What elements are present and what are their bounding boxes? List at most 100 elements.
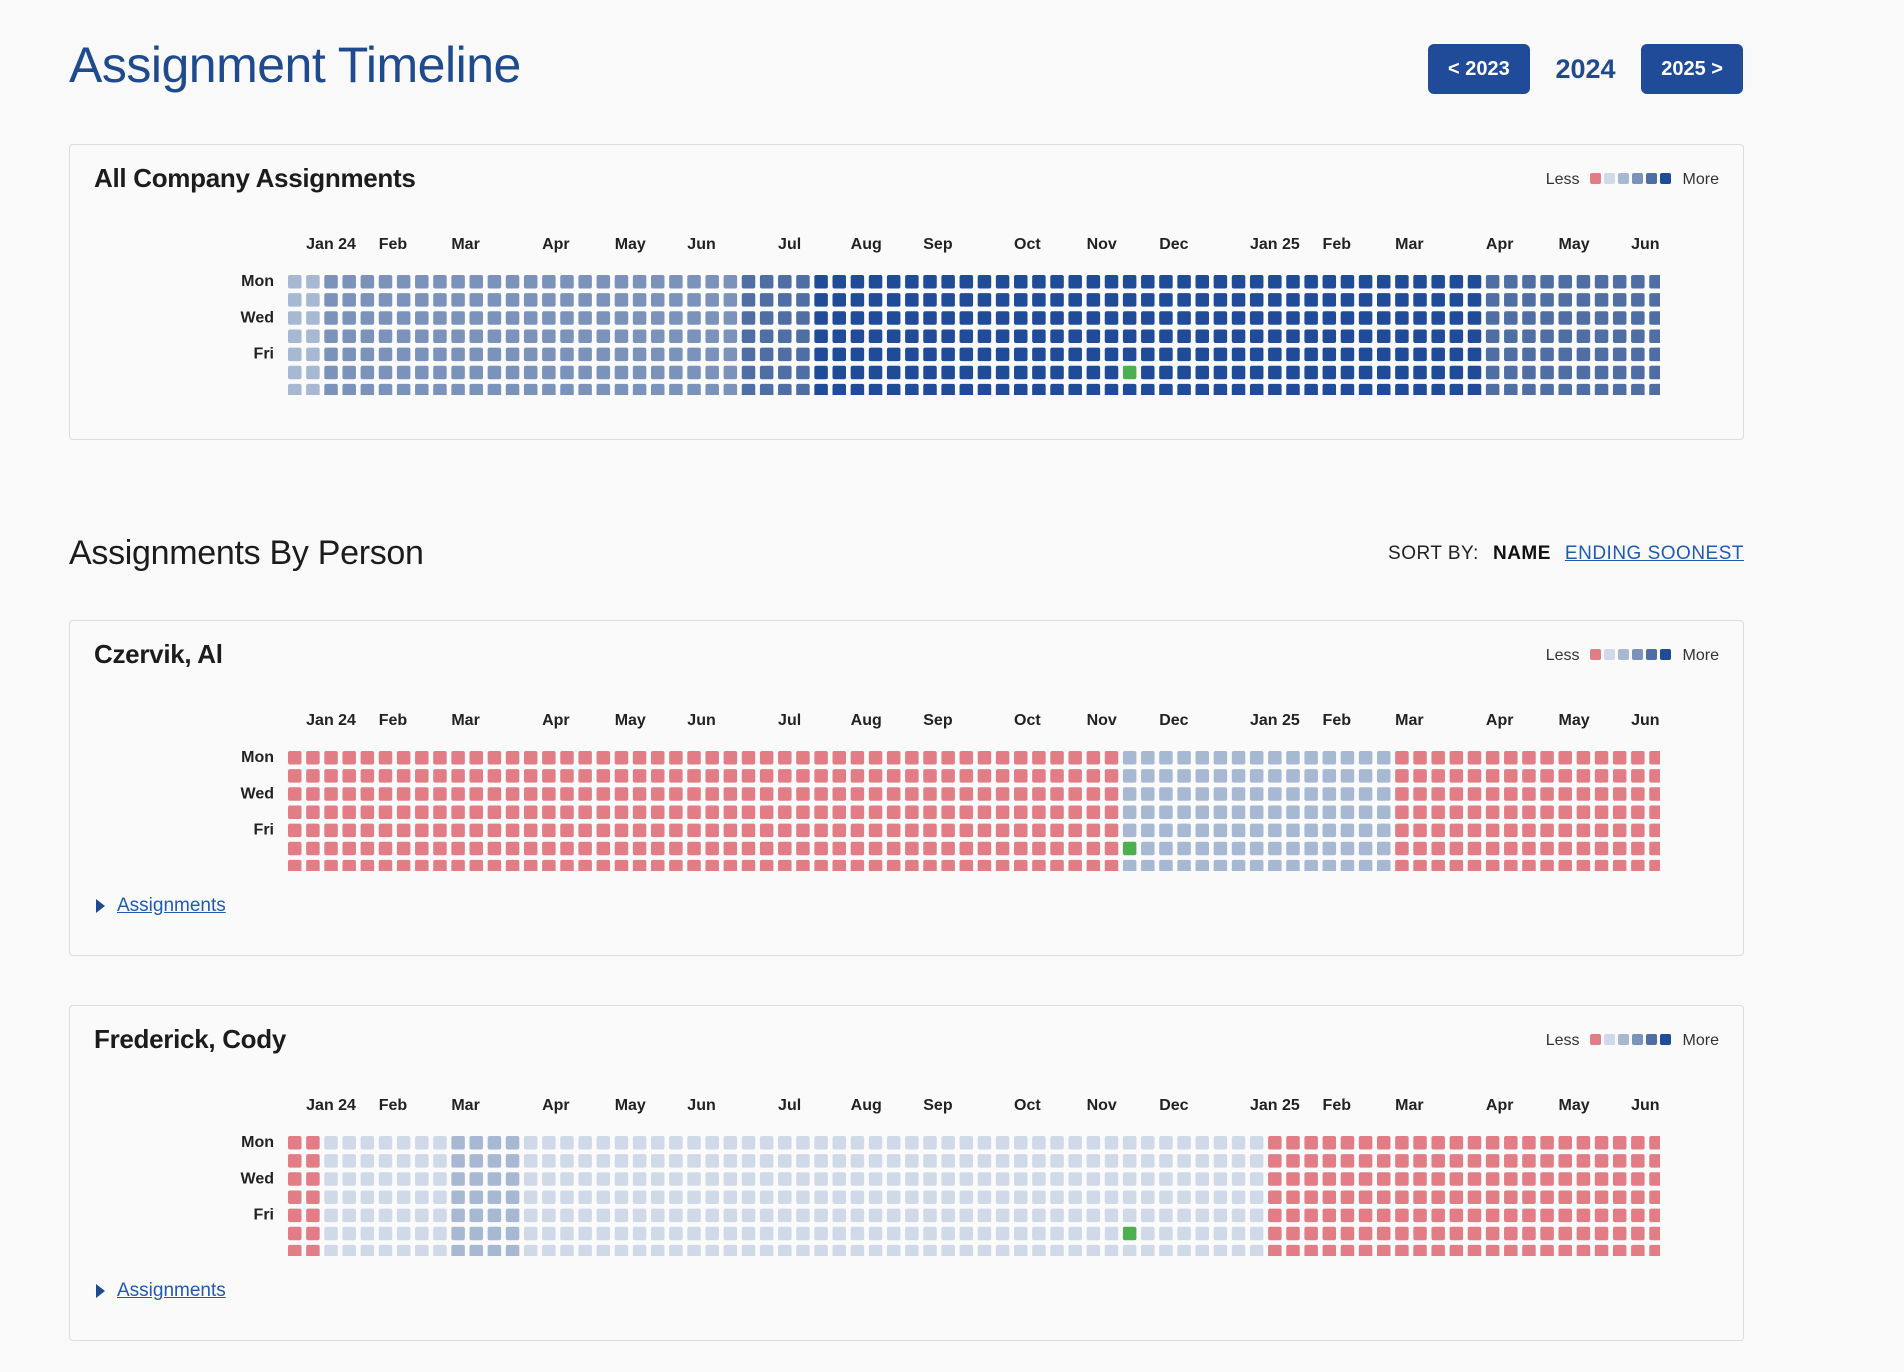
day-cell[interactable] <box>959 293 974 307</box>
day-cell[interactable] <box>324 1172 338 1186</box>
day-cell[interactable] <box>1104 823 1119 838</box>
day-cell[interactable] <box>886 769 901 783</box>
day-cell[interactable] <box>1358 1172 1373 1186</box>
day-cell[interactable] <box>1649 859 1660 871</box>
day-cell[interactable] <box>378 1190 393 1204</box>
day-cell[interactable] <box>1014 1190 1028 1204</box>
day-cell[interactable] <box>1522 1154 1536 1168</box>
day-cell[interactable] <box>741 275 756 289</box>
day-cell[interactable] <box>705 787 719 801</box>
day-cell[interactable] <box>1649 1136 1660 1150</box>
day-cell[interactable] <box>651 1226 665 1241</box>
day-cell[interactable] <box>850 1190 865 1204</box>
day-cell[interactable] <box>1286 311 1300 325</box>
day-cell[interactable] <box>687 1226 701 1241</box>
day-cell[interactable] <box>1504 787 1518 801</box>
day-cell[interactable] <box>796 841 810 856</box>
day-cell[interactable] <box>1449 769 1464 783</box>
day-cell[interactable] <box>1104 769 1119 783</box>
day-cell[interactable] <box>1504 365 1518 380</box>
day-cell[interactable] <box>1122 311 1137 325</box>
day-cell[interactable] <box>1576 311 1591 325</box>
day-cell[interactable] <box>523 1226 538 1241</box>
day-cell[interactable] <box>905 383 919 395</box>
day-cell[interactable] <box>959 329 974 343</box>
day-cell[interactable] <box>1014 1172 1028 1186</box>
day-cell[interactable] <box>505 311 520 325</box>
day-cell[interactable] <box>1485 769 1500 783</box>
day-cell[interactable] <box>1213 769 1228 783</box>
day-cell[interactable] <box>1612 347 1627 362</box>
day-cell[interactable] <box>523 365 538 380</box>
day-cell[interactable] <box>1576 787 1591 801</box>
sort-by-name-option[interactable]: NAME <box>1492 543 1551 564</box>
day-cell[interactable] <box>342 751 356 765</box>
day-cell[interactable] <box>905 311 919 325</box>
day-cell[interactable] <box>1431 769 1445 783</box>
day-cell[interactable] <box>1104 1226 1119 1241</box>
day-cell[interactable] <box>1485 1190 1500 1204</box>
day-cell[interactable] <box>959 823 974 838</box>
day-cell[interactable] <box>451 383 465 395</box>
day-cell[interactable] <box>360 293 375 307</box>
day-cell[interactable] <box>523 1190 538 1204</box>
day-cell[interactable] <box>342 841 356 856</box>
day-cell[interactable] <box>886 329 901 343</box>
day-cell[interactable] <box>1014 805 1028 819</box>
day-cell[interactable] <box>1141 329 1155 343</box>
day-cell[interactable] <box>651 1136 665 1150</box>
day-cell[interactable] <box>1413 751 1427 765</box>
day-cell[interactable] <box>1014 1208 1028 1223</box>
day-cell[interactable] <box>1612 1154 1627 1168</box>
day-cell[interactable] <box>1485 787 1500 801</box>
day-cell[interactable] <box>1631 769 1645 783</box>
day-cell[interactable] <box>523 383 538 395</box>
day-cell[interactable] <box>415 751 429 765</box>
day-cell[interactable] <box>886 293 901 307</box>
day-cell[interactable] <box>1050 1190 1064 1204</box>
day-cell[interactable] <box>632 275 647 289</box>
day-cell[interactable] <box>1358 1226 1373 1241</box>
day-cell[interactable] <box>1340 1244 1355 1256</box>
day-cell[interactable] <box>560 329 574 343</box>
day-cell[interactable] <box>1249 329 1264 343</box>
day-cell[interactable] <box>1576 769 1591 783</box>
day-cell[interactable] <box>1050 1244 1064 1256</box>
day-cell[interactable] <box>850 1226 865 1241</box>
day-cell[interactable] <box>1014 769 1028 783</box>
day-cell[interactable] <box>342 365 356 380</box>
day-cell[interactable] <box>905 1154 919 1168</box>
day-cell[interactable] <box>1377 751 1391 765</box>
day-cell[interactable] <box>1395 1154 1409 1168</box>
day-cell[interactable] <box>741 805 756 819</box>
day-cell[interactable] <box>614 329 629 343</box>
day-cell[interactable] <box>451 805 465 819</box>
day-cell[interactable] <box>651 293 665 307</box>
day-cell[interactable] <box>1322 841 1337 856</box>
day-cell[interactable] <box>651 275 665 289</box>
day-cell[interactable] <box>1268 1172 1282 1186</box>
day-cell[interactable] <box>1377 1208 1391 1223</box>
day-cell[interactable] <box>1485 1154 1500 1168</box>
day-cell[interactable] <box>1631 805 1645 819</box>
day-cell[interactable] <box>1268 275 1282 289</box>
day-cell[interactable] <box>1558 1244 1573 1256</box>
day-cell[interactable] <box>1485 805 1500 819</box>
day-cell[interactable] <box>1594 293 1609 307</box>
day-cell[interactable] <box>995 859 1010 871</box>
day-cell[interactable] <box>596 1136 611 1150</box>
day-cell[interactable] <box>396 329 411 343</box>
day-cell[interactable] <box>1558 293 1573 307</box>
day-cell[interactable] <box>1540 275 1554 289</box>
day-cell[interactable] <box>415 275 429 289</box>
day-cell[interactable] <box>451 751 465 765</box>
day-cell[interactable] <box>360 365 375 380</box>
day-cell[interactable] <box>542 293 556 307</box>
day-cell[interactable] <box>487 383 502 395</box>
day-cell[interactable] <box>778 347 792 362</box>
day-cell[interactable] <box>1340 805 1355 819</box>
day-cell[interactable] <box>469 365 484 380</box>
day-cell[interactable] <box>1594 1244 1609 1256</box>
day-cell[interactable] <box>1449 1226 1464 1241</box>
day-cell[interactable] <box>614 751 629 765</box>
